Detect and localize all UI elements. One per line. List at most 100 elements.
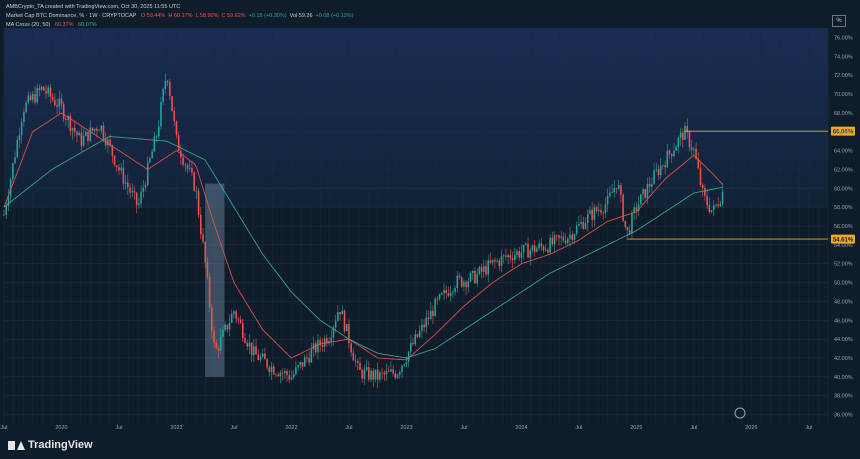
candle-body: [463, 281, 465, 287]
symbol-line: Market Cap BTC Dominance, % · 1W · CRYPT…: [6, 13, 359, 19]
y-tick-label: 72.00%: [834, 73, 853, 79]
candle-body: [330, 337, 333, 342]
candle-body: [250, 342, 253, 356]
candle-body: [487, 260, 490, 275]
replay-icon[interactable]: [734, 407, 746, 419]
symbol-name[interactable]: Market Cap BTC Dominance, % · 1W · CRYPT…: [6, 13, 137, 19]
candle-body: [164, 81, 167, 90]
candle-body: [706, 195, 708, 206]
indicator-name[interactable]: MA Cross (20, 50): [6, 22, 51, 28]
x-axis[interactable]: Jul 2020 Jul 2021 Jul 2022 Jul 2023 Jul 2024 Jul 20…: [0, 407, 812, 431]
x-tick-label: Jul: [575, 425, 582, 431]
candle-body: [401, 365, 403, 373]
candle-body: [580, 221, 582, 224]
x-tick-label: 2020: [55, 425, 67, 431]
candle-body: [175, 121, 178, 136]
candle-body: [436, 298, 439, 300]
candle-body: [34, 94, 36, 103]
candle-body: [399, 372, 401, 375]
y-tick-label: 40.00%: [834, 375, 853, 381]
candle-body: [357, 361, 359, 363]
x-tick-label: Jul: [0, 425, 7, 431]
candle-body: [677, 137, 680, 147]
candle-body: [387, 370, 390, 372]
candle-body: [290, 377, 293, 380]
candle-body: [657, 169, 660, 176]
candle-body: [719, 203, 722, 207]
candle-body: [695, 148, 697, 160]
y-tick-label: 74.00%: [834, 54, 853, 60]
candle-body: [67, 115, 69, 121]
candle-body: [286, 370, 288, 376]
candle-body: [416, 334, 419, 337]
candle-body: [166, 81, 169, 83]
ohlc-item: L 58.90%: [195, 13, 219, 19]
candle-body: [9, 179, 12, 197]
y-tick-label: 70.00%: [834, 92, 853, 98]
candle-body: [354, 360, 357, 362]
candle-body: [540, 243, 543, 247]
candle-body: [662, 165, 664, 167]
candle-body: [604, 204, 607, 213]
candle-body: [76, 131, 78, 136]
candle-body: [140, 191, 142, 204]
candle-body: [626, 226, 629, 231]
candle-body: [224, 324, 226, 330]
candle-body: [93, 128, 96, 131]
x-tick-label: Jul: [460, 425, 467, 431]
candle-body: [573, 234, 576, 240]
candle-body: [456, 275, 459, 289]
indicator-line: MA Cross (20, 50) 60.37% 60.07%: [6, 22, 100, 28]
level-label: 66.06%: [833, 129, 854, 135]
candle-body: [284, 370, 286, 374]
candle-body: [292, 374, 295, 378]
candle-body: [509, 255, 512, 259]
candle-body: [155, 136, 158, 138]
candle-body: [673, 150, 675, 157]
candle-body: [235, 311, 237, 319]
candle-body: [297, 365, 299, 368]
candle-body: [407, 351, 410, 362]
percent-scale-button[interactable]: %: [832, 15, 846, 27]
candle-body: [666, 150, 669, 168]
candle-body: [562, 236, 565, 241]
candle-body: [45, 90, 47, 94]
candle-body: [177, 135, 180, 151]
candle-body: [578, 223, 580, 226]
candle-body: [82, 136, 85, 146]
candle-body: [418, 330, 421, 337]
candle-body: [78, 132, 80, 136]
candle-body: [465, 281, 467, 288]
candle-body: [219, 336, 222, 351]
candle-body: [443, 290, 445, 294]
y-axis[interactable]: 36.00% 38.00% 40.00% 42.00% 44.00% 46.00% 48.0…: [834, 35, 853, 418]
y-tick-label: 52.00%: [834, 262, 853, 268]
candle-body: [628, 230, 631, 234]
candle-body: [144, 184, 147, 188]
candle-body: [191, 167, 193, 173]
candle-body: [425, 317, 428, 328]
candle-body: [261, 353, 264, 357]
price-levels: 66.06% 54.61%: [626, 126, 855, 244]
candle-body: [595, 207, 598, 212]
candle-body: [237, 318, 240, 320]
candle-body: [500, 256, 503, 266]
candle-body: [204, 241, 206, 263]
candle-body: [600, 210, 602, 213]
y-tick-label: 56.00%: [834, 224, 853, 230]
candle-body: [98, 130, 100, 132]
y-tick-label: 60.00%: [834, 186, 853, 192]
candle-body: [383, 372, 386, 375]
candle-body: [507, 255, 509, 258]
candle-body: [270, 366, 273, 372]
y-tick-label: 50.00%: [834, 281, 853, 287]
candle-body: [288, 375, 291, 380]
candle-body: [405, 361, 408, 365]
candle-body: [609, 192, 611, 196]
candle-body: [365, 367, 368, 370]
candle-body: [653, 170, 655, 185]
candle-body: [542, 246, 545, 251]
x-tick-label: Jul: [345, 425, 352, 431]
x-tick-label: 2025: [630, 425, 642, 431]
